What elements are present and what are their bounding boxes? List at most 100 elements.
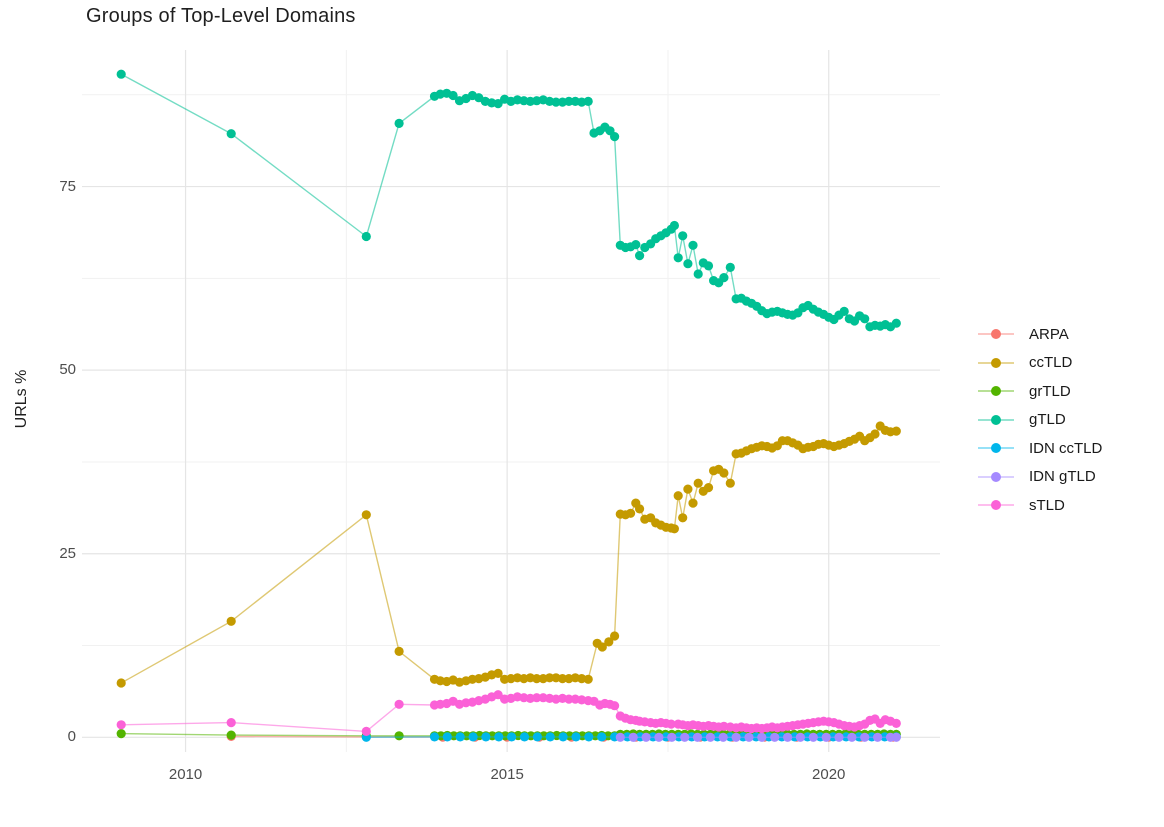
- data-point: [795, 732, 806, 742]
- data-point: [719, 273, 729, 283]
- data-point: [703, 261, 714, 271]
- data-point: [610, 631, 620, 641]
- data-point: [669, 524, 680, 534]
- data-point: [667, 732, 677, 742]
- data-point: [226, 730, 236, 740]
- data-point: [870, 429, 880, 439]
- y-tick-label: 25: [59, 544, 76, 562]
- data-point: [718, 732, 728, 742]
- y-tick-label: 0: [67, 728, 76, 746]
- legend-key-icon: [978, 414, 1014, 425]
- data-point: [564, 694, 574, 704]
- data-point: [731, 732, 741, 742]
- data-point: [558, 732, 568, 742]
- data-point: [693, 478, 703, 488]
- data-point: [116, 678, 126, 688]
- legend-item-grtld: grTLD: [976, 377, 1102, 406]
- data-point: [394, 731, 404, 741]
- data-point: [583, 96, 593, 106]
- data-point: [683, 259, 693, 269]
- data-point: [361, 510, 371, 520]
- data-point: [557, 674, 568, 684]
- legend-label: ccTLD: [1029, 354, 1073, 372]
- legend-label: IDN gTLD: [1029, 468, 1096, 486]
- data-point: [493, 99, 503, 109]
- data-point: [584, 732, 594, 742]
- data-point: [703, 483, 714, 493]
- legend-item-cctld: ccTLD: [976, 349, 1102, 378]
- legend-key-icon: [978, 386, 1014, 397]
- data-point: [226, 616, 236, 626]
- x-tick-label: 2020: [812, 766, 846, 783]
- legend-label: grTLD: [1029, 382, 1071, 400]
- data-point: [821, 732, 831, 742]
- legend: ARPA ccTLD grTLD gTLD IDN ccTLD IDN gTLD sTLD: [976, 320, 1102, 520]
- data-point: [680, 732, 690, 742]
- data-point: [583, 674, 593, 684]
- data-point: [597, 642, 607, 652]
- data-point: [564, 96, 574, 106]
- data-point: [394, 699, 404, 709]
- data-point: [226, 129, 236, 139]
- data-point: [394, 118, 404, 128]
- data-point: [693, 269, 703, 279]
- x-tick-label: 2010: [168, 766, 203, 783]
- legend-label: IDN ccTLD: [1029, 439, 1103, 457]
- data-point: [571, 732, 581, 742]
- data-point: [442, 732, 452, 742]
- data-point: [719, 468, 729, 478]
- legend-key-icon: [978, 329, 1014, 340]
- data-point: [429, 732, 440, 742]
- data-point: [545, 673, 555, 683]
- data-point: [666, 719, 676, 729]
- x-tick-label: 2015: [490, 766, 524, 783]
- data-point: [705, 732, 716, 742]
- data-point: [532, 674, 542, 684]
- data-point: [545, 732, 555, 742]
- data-point: [635, 504, 645, 514]
- data-point: [635, 251, 645, 261]
- data-point: [683, 484, 693, 494]
- data-point: [641, 732, 651, 742]
- series-line: [120, 424, 897, 684]
- data-point: [839, 306, 849, 316]
- data-point: [673, 491, 683, 501]
- data-point: [669, 220, 680, 231]
- data-point: [116, 720, 126, 730]
- y-tick-label: 75: [59, 177, 76, 195]
- data-point: [361, 726, 371, 737]
- data-point: [494, 732, 504, 742]
- data-point: [615, 732, 625, 742]
- data-point: [891, 426, 901, 436]
- data-point: [808, 732, 818, 742]
- series-stld: [116, 690, 901, 737]
- data-point: [507, 732, 517, 742]
- y-tick-label: 50: [59, 361, 76, 379]
- data-point: [834, 732, 844, 742]
- series-line: [120, 73, 897, 328]
- data-point: [725, 262, 735, 272]
- data-point: [847, 732, 857, 742]
- data-point: [688, 240, 698, 250]
- legend-item-idn-cctld: IDN ccTLD: [976, 434, 1102, 463]
- data-point: [891, 318, 901, 328]
- chart-title: Groups of Top-Level Domains: [86, 5, 356, 27]
- legend-item-stld: sTLD: [976, 491, 1102, 520]
- legend-item-gtld: gTLD: [976, 406, 1102, 435]
- data-point: [744, 732, 754, 742]
- data-point: [519, 732, 530, 742]
- y-axis-title: URLs %: [13, 369, 30, 429]
- data-point: [783, 732, 793, 742]
- data-point: [757, 732, 767, 742]
- legend-item-arpa: ARPA: [976, 320, 1102, 349]
- data-point: [692, 732, 703, 742]
- data-point: [361, 231, 371, 242]
- data-point: [610, 132, 620, 142]
- data-point: [673, 253, 683, 263]
- data-point: [610, 701, 620, 711]
- data-point: [770, 732, 780, 742]
- legend-key-icon: [978, 500, 1014, 511]
- data-point: [725, 478, 735, 488]
